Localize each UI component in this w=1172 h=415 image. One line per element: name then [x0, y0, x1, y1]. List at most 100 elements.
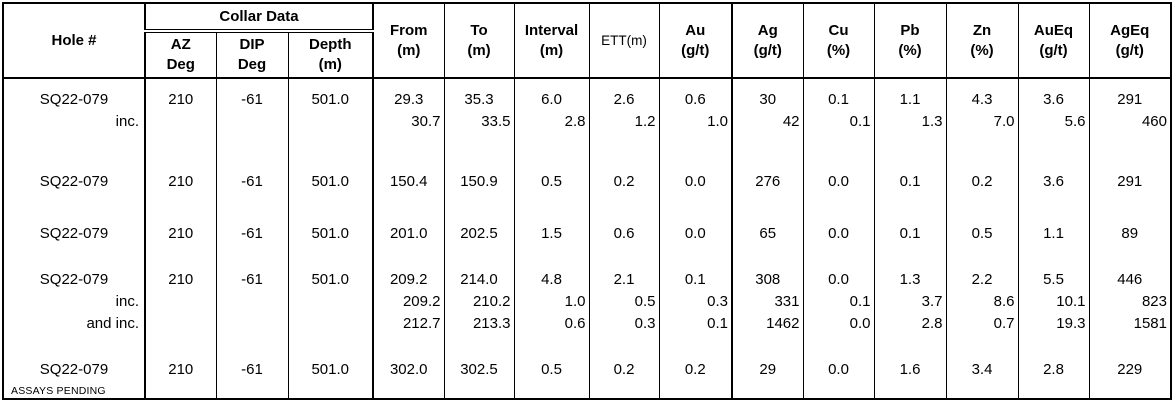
cell-value	[289, 291, 373, 313]
hole-cell: SQ22-079	[3, 161, 145, 213]
cell-value: 35.3	[464, 91, 494, 108]
data-cell-ageq: 446 823 1581	[1088, 259, 1171, 349]
data-cell-ag: 276	[731, 161, 803, 213]
header-au-line1: Au	[685, 21, 706, 39]
cell-value: 3.7	[921, 293, 943, 310]
cell-value: 210	[168, 91, 194, 108]
cell-value: 8.6	[993, 293, 1015, 310]
cell-value: 0.0	[828, 173, 849, 190]
data-cell-zn: 4.3 7.0	[945, 78, 1018, 161]
cell-value: 0.6	[684, 91, 706, 108]
cell-value: 209.2	[402, 293, 441, 310]
data-cell-dip: -61	[215, 161, 288, 213]
data-cell-pb: 1.3 3.7 2.8	[873, 259, 946, 349]
cell-value: 0.0	[828, 361, 849, 378]
data-cell-ageq: 89	[1088, 213, 1171, 259]
table-row: SQ22-079 ASSAYS PENDING 210 -61 501.0 302.0 30…	[3, 349, 1171, 399]
cell-value: 1.2	[634, 113, 656, 130]
data-cell-pb: 0.1	[873, 213, 946, 259]
data-cell-depth: 501.0	[287, 213, 373, 259]
cell-value: 1.3	[921, 113, 943, 130]
data-cell-aueq: 5.5 10.1 19.3	[1017, 259, 1089, 349]
data-cell-au: 0.6 1.0	[658, 78, 732, 161]
header-cu-line1: Cu	[828, 21, 849, 39]
cell-value: 0.0	[828, 225, 849, 242]
cell-value	[289, 313, 373, 335]
data-cell-aueq: 1.1	[1017, 213, 1089, 259]
header-ageq-line1: AgEq	[1110, 21, 1150, 39]
header-aueq: AuEq (g/t)	[1017, 3, 1089, 79]
cell-value: 33.5	[481, 113, 511, 130]
data-cell-dip: -61	[215, 78, 288, 161]
data-cell-from: 302.0	[372, 349, 444, 399]
cell-value: 460	[1141, 113, 1167, 130]
cell-value: 2.6	[613, 91, 635, 108]
table-header: Hole # Collar Data From (m) To (m) Inter…	[3, 3, 1171, 79]
data-cell-ett(m): 0.2	[588, 161, 659, 213]
header-az: AZ Deg	[144, 31, 216, 79]
data-cell-depth: 501.0	[287, 259, 373, 349]
table-row: SQ22-079 inc. and inc. 210 -61 501.0 209.2 209.…	[3, 259, 1171, 349]
data-cell-cu: 0.0	[802, 349, 874, 399]
cell-value: 0.0	[849, 315, 871, 332]
header-collar-data: Collar Data	[144, 3, 373, 33]
cell-value: 308	[755, 271, 781, 288]
data-cell-ag: 29	[731, 349, 803, 399]
cell-value: 1.3	[899, 271, 921, 288]
header-from-line1: From	[390, 21, 428, 39]
data-cell-depth: 501.0	[287, 78, 373, 161]
cell-value: 7.0	[993, 113, 1015, 130]
header-interval: Interval (m)	[513, 3, 589, 79]
data-cell-az: 210	[144, 349, 216, 399]
cell-value: 0.3	[634, 315, 656, 332]
data-cell-interval: 4.8 1.0 0.6	[513, 259, 589, 349]
header-cu-line2: (%)	[826, 41, 851, 59]
data-cell-zn: 0.2	[945, 161, 1018, 213]
cell-value: -61	[241, 361, 263, 378]
table-row: SQ22-079 210 -61 501.0 201.0 202.5 1.5 0.6 0.0 65…	[3, 213, 1171, 259]
hole-qualifier: inc.	[115, 113, 139, 130]
cell-value: 210	[168, 225, 194, 242]
header-ageq-line2: (g/t)	[1115, 41, 1144, 59]
data-cell-depth: 501.0	[287, 161, 373, 213]
cell-value: 30.7	[411, 113, 441, 130]
cell-value: 0.5	[541, 361, 562, 378]
cell-value: 0.2	[613, 173, 635, 190]
cell-value: -61	[241, 91, 263, 108]
data-cell-ag: 65	[731, 213, 803, 259]
header-interval-line2: (m)	[539, 41, 564, 59]
header-pb: Pb (%)	[873, 3, 946, 79]
data-cell-to: 150.9	[443, 161, 514, 213]
header-depth-line2: (m)	[318, 56, 342, 73]
cell-value: 0.1	[899, 225, 921, 242]
data-cell-zn: 0.5	[945, 213, 1018, 259]
cell-value: 89	[1121, 225, 1139, 242]
hole-qualifier: inc.	[115, 293, 139, 310]
data-cell-ett(m): 2.6 1.2	[588, 78, 659, 161]
cell-value: 2.1	[613, 271, 635, 288]
table-row: SQ22-079 210 -61 501.0 150.4 150.9 0.5 0.2 0.0 27…	[3, 161, 1171, 213]
cell-value: 1.6	[899, 361, 921, 378]
header-ag-line1: Ag	[757, 21, 778, 39]
header-from: From (m)	[372, 3, 444, 79]
cell-value: 302.5	[460, 361, 498, 378]
header-ag-line2: (g/t)	[753, 41, 782, 59]
cell-value: 4.3	[971, 91, 993, 108]
data-cell-zn: 3.4	[945, 349, 1018, 399]
cell-value: 0.1	[899, 173, 921, 190]
data-cell-to: 302.5	[443, 349, 514, 399]
header-ett: ETT(m)	[588, 3, 659, 79]
hole-cell: SQ22-079 inc. and inc.	[3, 259, 145, 349]
header-pb-line1: Pb	[900, 21, 920, 39]
header-dip: DIP Deg	[215, 31, 288, 79]
cell-value: 29	[759, 361, 777, 378]
data-cell-ag: 308 331 1462	[731, 259, 803, 349]
cell-value: 5.6	[1064, 113, 1086, 130]
header-hole: Hole #	[3, 3, 145, 79]
cell-value: 0.6	[613, 225, 635, 242]
cell-value: -61	[241, 173, 263, 190]
header-to: To (m)	[443, 3, 514, 79]
cell-value	[217, 111, 288, 133]
header-az-line1: AZ	[170, 36, 191, 53]
cell-value: 150.9	[460, 173, 498, 190]
